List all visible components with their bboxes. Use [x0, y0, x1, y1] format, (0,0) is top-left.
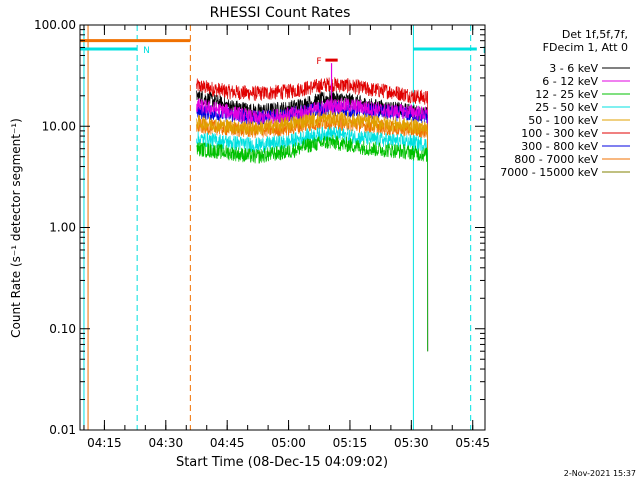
state-marker-label: N — [143, 46, 150, 56]
y-tick-label: 1.00 — [49, 221, 76, 235]
state-marker-label: N — [483, 46, 490, 56]
y-tick-label: 10.00 — [42, 119, 76, 133]
legend-entry-label: 12 - 25 keV — [535, 88, 598, 101]
x-axis-label: Start Time (08-Dec-15 04:09:02) — [176, 455, 388, 470]
legend-entry-label: 50 - 100 keV — [528, 114, 598, 127]
x-tick-label: 04:30 — [149, 436, 184, 450]
chart-title: RHESSI Count Rates — [210, 5, 351, 21]
y-tick-label: 0.01 — [49, 423, 76, 437]
timestamp-label: 2-Nov-2021 15:37 — [564, 469, 636, 478]
legend-header: Det 1f,5f,7f,FDecim 1, Att 0 — [543, 28, 628, 54]
x-tick-label: 04:15 — [87, 436, 122, 450]
x-tick-label: 05:15 — [333, 436, 368, 450]
x-tick-label: 05:30 — [394, 436, 429, 450]
y-tick-label: 100.00 — [34, 18, 76, 32]
y-axis-label: Count Rate (s⁻¹ detector segment⁻¹) — [9, 118, 23, 338]
legend-entry-label: 300 - 800 keV — [521, 140, 598, 153]
series-line — [196, 134, 429, 352]
series-line — [196, 77, 429, 352]
axes: 0.01 0.10 1.00 10.00 100.00 04:15 04:30 04:45 05… — [34, 18, 490, 450]
x-tick-label: 04:45 — [210, 436, 245, 450]
state-marker-label: F — [316, 57, 321, 67]
y-tick-label: 0.10 — [49, 322, 76, 336]
series-line — [196, 110, 429, 352]
series-line — [196, 97, 429, 352]
legend-entry-label: 6 - 12 keV — [542, 75, 598, 88]
legend-entry-label: 25 - 50 keV — [535, 101, 598, 114]
legend-header-line: Det 1f,5f,7f, — [562, 28, 628, 41]
legend-header-line: FDecim 1, Att 0 — [543, 41, 628, 54]
legend-entry-label: 100 - 300 keV — [521, 127, 598, 140]
legend-entry-label: 7000 - 15000 keV — [500, 166, 598, 179]
legend-entry-label: 3 - 6 keV — [549, 62, 598, 75]
series-line — [196, 126, 429, 352]
x-tick-label: 05:00 — [271, 436, 306, 450]
x-tick-label: 05:45 — [455, 436, 490, 450]
legend-entry-label: 800 - 7000 keV — [514, 153, 598, 166]
